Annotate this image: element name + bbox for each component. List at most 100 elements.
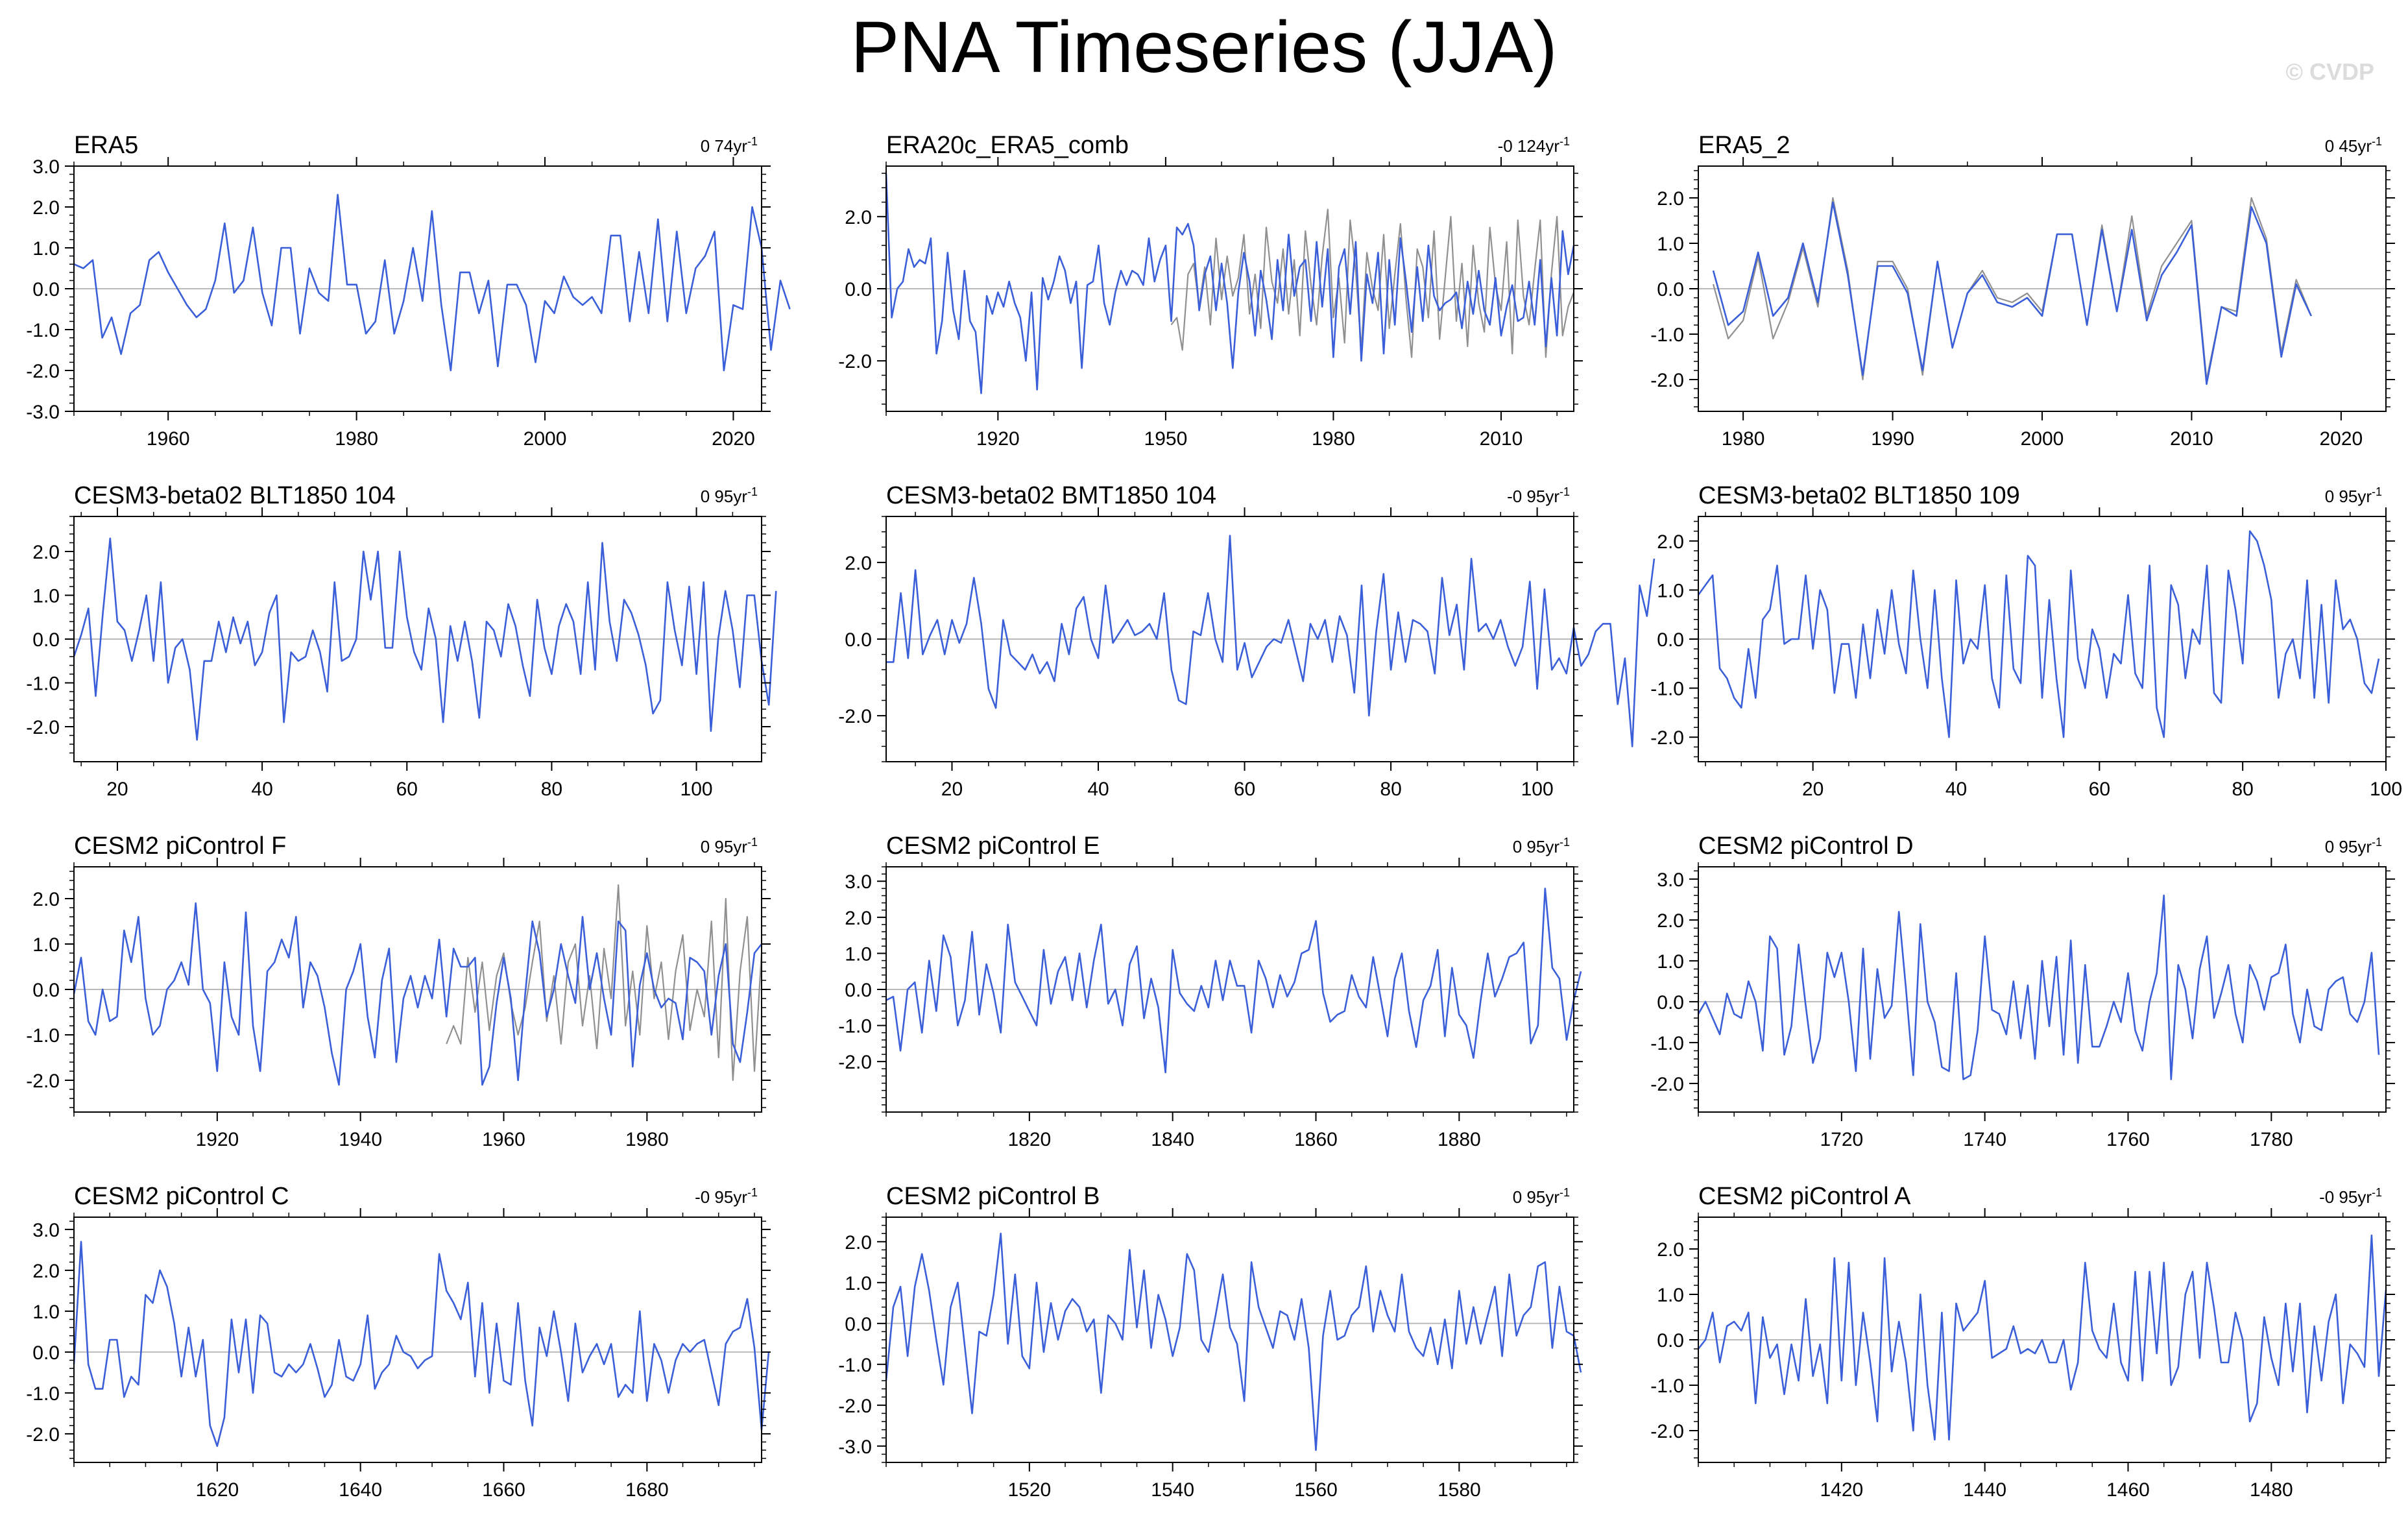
x-tick-label: 2020 — [712, 428, 755, 450]
y-tick-label: -2.0 — [838, 1396, 872, 1417]
y-tick-label: -2.0 — [1650, 370, 1684, 391]
y-tick-label: 1.0 — [1657, 1285, 1684, 1306]
y-tick-label: 0.0 — [32, 1342, 60, 1364]
x-tick-label: 80 — [2232, 779, 2253, 800]
y-tick-label: -1.0 — [26, 1383, 60, 1405]
y-tick-label: 1.0 — [1657, 951, 1684, 973]
series-line-primary — [1697, 1234, 2387, 1441]
y-tick-label: 0.0 — [845, 1314, 872, 1335]
series-line-primary — [73, 537, 777, 741]
y-tick-label: 2.0 — [1657, 188, 1684, 210]
x-tick-label: 100 — [1521, 779, 1554, 800]
trend-label: -0 124yr-1 — [1498, 135, 1570, 156]
y-tick-label: 0.0 — [32, 629, 60, 651]
series-line-primary — [885, 888, 1582, 1074]
series-line-primary — [1697, 530, 2380, 738]
x-tick-label: 1520 — [1007, 1479, 1051, 1501]
x-tick-label: 1780 — [2250, 1129, 2293, 1150]
x-tick-label: 1560 — [1294, 1479, 1338, 1501]
x-tick-label: 2010 — [1480, 428, 1523, 450]
x-tick-label: 2000 — [524, 428, 567, 450]
x-tick-label: 1620 — [195, 1479, 239, 1501]
x-tick-label: 1940 — [339, 1129, 382, 1150]
x-tick-label: 60 — [2089, 779, 2110, 800]
panel-title: ERA20c_ERA5_comb — [886, 132, 1129, 159]
series-line-primary — [885, 173, 1575, 394]
x-tick-label: 1840 — [1151, 1129, 1194, 1150]
y-tick-label: 2.0 — [845, 908, 872, 929]
y-tick-label: 3.0 — [1657, 869, 1684, 891]
panel-title: CESM3-beta02 BLT1850 104 — [74, 482, 396, 509]
y-tick-label: 1.0 — [32, 238, 60, 260]
x-tick-label: 1460 — [2106, 1479, 2150, 1501]
trend-label: 0 95yr-1 — [2325, 836, 2382, 856]
y-tick-label: 2.0 — [1657, 531, 1684, 553]
trend-label: 0 95yr-1 — [1513, 1186, 1570, 1207]
y-tick-label: -2.0 — [1650, 727, 1684, 749]
series-line-comparison — [1170, 208, 1575, 358]
series-line-primary — [1712, 201, 2312, 385]
plot-frame — [1698, 866, 2387, 1113]
x-tick-label: 1980 — [335, 428, 378, 450]
y-tick-label: 0.0 — [1657, 992, 1684, 1013]
y-tick-label: 2.0 — [1657, 1239, 1684, 1261]
y-tick-label: -1.0 — [838, 1016, 872, 1037]
panel-title: ERA5_2 — [1698, 132, 1790, 159]
y-tick-label: 0.0 — [1657, 1330, 1684, 1351]
chart-panel-12: CESM2 piControl A -0 95yr-1 1420 1440 1460 14… — [1650, 1183, 2395, 1501]
trend-label: 0 95yr-1 — [701, 836, 758, 856]
y-tick-label: -3.0 — [838, 1436, 872, 1458]
y-tick-label: 3.0 — [32, 1220, 60, 1241]
chart-panel-5: CESM3-beta02 BMT1850 104 -0 95yr-1 20 40 60 8… — [838, 482, 1655, 800]
y-tick-label: -1.0 — [1650, 679, 1684, 700]
y-tick-label: -1.0 — [26, 320, 60, 341]
y-tick-label: 2.0 — [32, 542, 60, 563]
x-tick-label: 2020 — [2319, 428, 2363, 450]
y-tick-label: 0.0 — [845, 279, 872, 300]
x-tick-label: 1920 — [195, 1129, 239, 1150]
x-tick-label: 1980 — [1722, 428, 1765, 450]
x-tick-label: 100 — [2370, 779, 2402, 800]
y-tick-label: -1.0 — [1650, 1033, 1684, 1054]
plot-frame — [73, 1217, 762, 1463]
series-line-primary — [73, 1241, 770, 1447]
trend-label: -0 95yr-1 — [2319, 1186, 2382, 1207]
cvdp-watermark: © CVDP — [2285, 58, 2374, 85]
y-tick-label: -2.0 — [26, 361, 60, 382]
y-tick-label: 1.0 — [845, 1273, 872, 1294]
panel-title: ERA5 — [74, 132, 138, 159]
y-tick-label: -2.0 — [26, 1424, 60, 1446]
x-tick-label: 2000 — [2021, 428, 2064, 450]
x-tick-label: 1880 — [1438, 1129, 1481, 1150]
chart-panel-3: ERA5_2 0 45yr-1 1980 1990 2000 2010 2020 -2.0 -1… — [1650, 132, 2395, 450]
x-tick-label: 1820 — [1007, 1129, 1051, 1150]
panel-title: CESM2 piControl E — [886, 832, 1100, 860]
x-tick-label: 1920 — [976, 428, 1020, 450]
trend-label: 0 95yr-1 — [1513, 836, 1570, 856]
chart-panel-11: CESM2 piControl B 0 95yr-1 1520 1540 1560 158… — [838, 1183, 1583, 1501]
x-tick-label: 1960 — [482, 1129, 525, 1150]
figure-title: PNA Timeseries (JJA) — [850, 6, 1558, 88]
y-tick-label: 1.0 — [845, 943, 872, 965]
x-tick-label: 2010 — [2170, 428, 2213, 450]
y-tick-label: 0.0 — [1657, 279, 1684, 300]
trend-label: 0 74yr-1 — [701, 135, 758, 156]
y-tick-label: 2.0 — [32, 197, 60, 219]
x-tick-label: 80 — [1380, 779, 1401, 800]
y-tick-label: 2.0 — [32, 889, 60, 910]
y-tick-label: 1.0 — [32, 934, 60, 956]
chart-panel-10: CESM2 piControl C -0 95yr-1 1620 1640 1660 16… — [26, 1183, 771, 1501]
x-tick-label: 20 — [106, 779, 128, 800]
panel-title: CESM2 piControl F — [74, 832, 286, 860]
trend-label: 0 45yr-1 — [2325, 135, 2382, 156]
y-tick-label: -1.0 — [1650, 1375, 1684, 1397]
x-tick-label: 100 — [680, 779, 713, 800]
x-tick-label: 1540 — [1151, 1479, 1194, 1501]
y-tick-label: 3.0 — [845, 871, 872, 893]
x-tick-label: 1440 — [1963, 1479, 2006, 1501]
trend-label: 0 95yr-1 — [701, 485, 758, 506]
x-tick-label: 1980 — [625, 1129, 669, 1150]
panel-title: CESM2 piControl D — [1698, 832, 1914, 860]
y-tick-label: 0.0 — [1657, 629, 1684, 651]
y-tick-label: 1.0 — [32, 1302, 60, 1323]
